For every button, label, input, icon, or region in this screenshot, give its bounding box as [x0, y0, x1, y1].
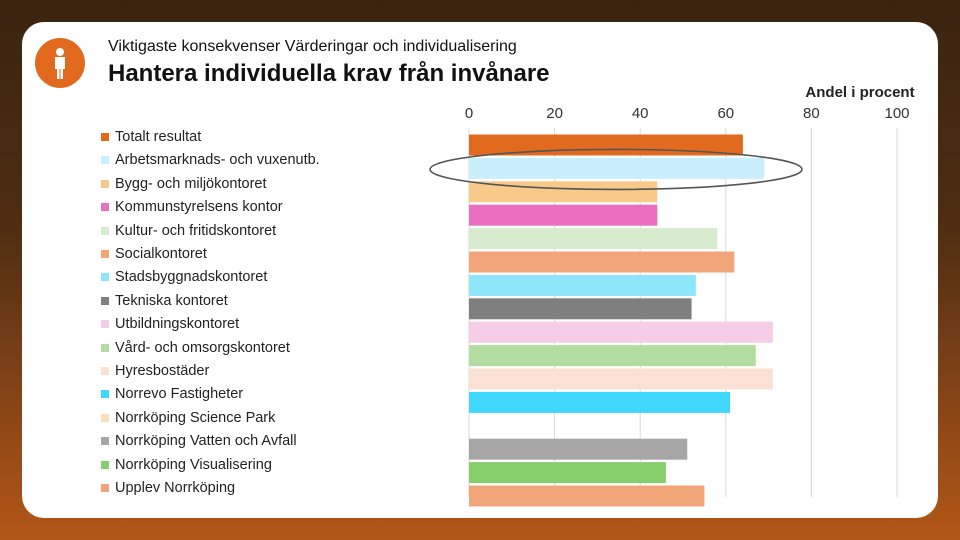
legend-item: Bygg- och miljökontoret	[101, 174, 267, 194]
legend-label: Bygg- och miljökontoret	[115, 175, 267, 192]
legend-label: Norrköping Vatten och Avfall	[115, 433, 297, 450]
legend-swatch	[101, 437, 109, 446]
legend-label: Hyresbostäder	[115, 363, 210, 379]
legend-label: Stadsbyggnadskontoret	[115, 269, 268, 286]
legend-label: Upplev Norrköping	[115, 480, 236, 496]
legend-swatch	[101, 203, 109, 212]
legend-swatch	[101, 296, 109, 305]
legend-item: Stadsbyggnadskontoret	[101, 267, 267, 287]
legend-swatch	[101, 133, 109, 141]
legend-swatch	[101, 156, 109, 165]
x-tick-label: 40	[632, 105, 649, 122]
highlight-ellipse	[429, 148, 803, 191]
legend-label: Socialkontoret	[115, 246, 207, 262]
legend-swatch	[101, 460, 109, 469]
legend-swatch	[101, 273, 109, 282]
x-tick-label: 100	[884, 105, 909, 122]
legend-swatch	[101, 250, 109, 258]
bar	[469, 274, 696, 296]
legend-item: Hyresbostäder	[101, 361, 209, 381]
legend-item: Vård- och omsorgskontoret	[101, 338, 290, 358]
legend-label: Norrevo Fastigheter	[115, 386, 244, 403]
legend-item: Kultur- och fritidskontoret	[101, 221, 276, 241]
legend-item: Norrköping Vatten och Avfall	[101, 431, 297, 451]
x-tick-label: 0	[465, 105, 473, 122]
bar	[469, 204, 658, 226]
legend-swatch	[101, 343, 109, 352]
legend-item: Norrevo Fastigheter	[101, 384, 243, 404]
legend-label: Vård- och omsorgskontoret	[115, 339, 290, 356]
bar	[469, 438, 688, 460]
bar	[469, 485, 705, 507]
x-tick-label: 80	[803, 105, 820, 122]
bar	[469, 298, 692, 320]
legend-label: Norrköping Science Park	[115, 409, 276, 426]
legend-swatch	[101, 226, 109, 235]
legend-item: Tekniska kontoret	[101, 291, 228, 311]
person-badge	[35, 38, 85, 88]
legend-label: Utbildningskontoret	[115, 316, 240, 333]
legend-label: Totalt resultat	[115, 129, 202, 145]
slide-subtitle: Viktigaste konsekvenser Värderingar och …	[108, 38, 517, 55]
legend-item: Utbildningskontoret	[101, 314, 239, 334]
legend-item: Socialkontoret	[101, 244, 207, 264]
legend-item: Totalt resultat	[101, 127, 201, 147]
bar	[469, 345, 756, 367]
legend-swatch	[101, 179, 109, 188]
axis-title: Andel i procent	[805, 84, 915, 101]
bar	[469, 251, 735, 273]
x-tick-label: 60	[717, 105, 734, 122]
bar	[469, 462, 666, 484]
legend-label: Tekniska kontoret	[115, 292, 228, 309]
legend-item: Arbetsmarknads- och vuxenutb.	[101, 150, 320, 170]
x-tick-label: 20	[546, 105, 563, 122]
legend-swatch	[101, 413, 109, 422]
legend-item: Upplev Norrköping	[101, 478, 235, 498]
bar	[469, 368, 773, 390]
bar	[469, 321, 773, 343]
bar	[469, 228, 718, 250]
legend-label: Norrköping Visualisering	[115, 456, 272, 473]
bar	[469, 391, 731, 413]
legend-swatch	[101, 390, 109, 399]
bar	[469, 157, 765, 179]
person-icon	[55, 48, 65, 79]
legend-swatch	[101, 484, 109, 492]
legend-item: Norrköping Visualisering	[101, 455, 272, 475]
legend-item: Kommunstyrelsens kontor	[101, 197, 283, 217]
slide-title: Hantera individuella krav från invånare	[108, 60, 550, 87]
legend-label: Kommunstyrelsens kontor	[115, 199, 283, 216]
legend-swatch	[101, 320, 109, 329]
legend-item: Norrköping Science Park	[101, 408, 275, 428]
legend-label: Arbetsmarknads- och vuxenutb.	[115, 152, 320, 169]
legend-label: Kultur- och fritidskontoret	[115, 222, 277, 239]
legend-swatch	[101, 367, 109, 375]
